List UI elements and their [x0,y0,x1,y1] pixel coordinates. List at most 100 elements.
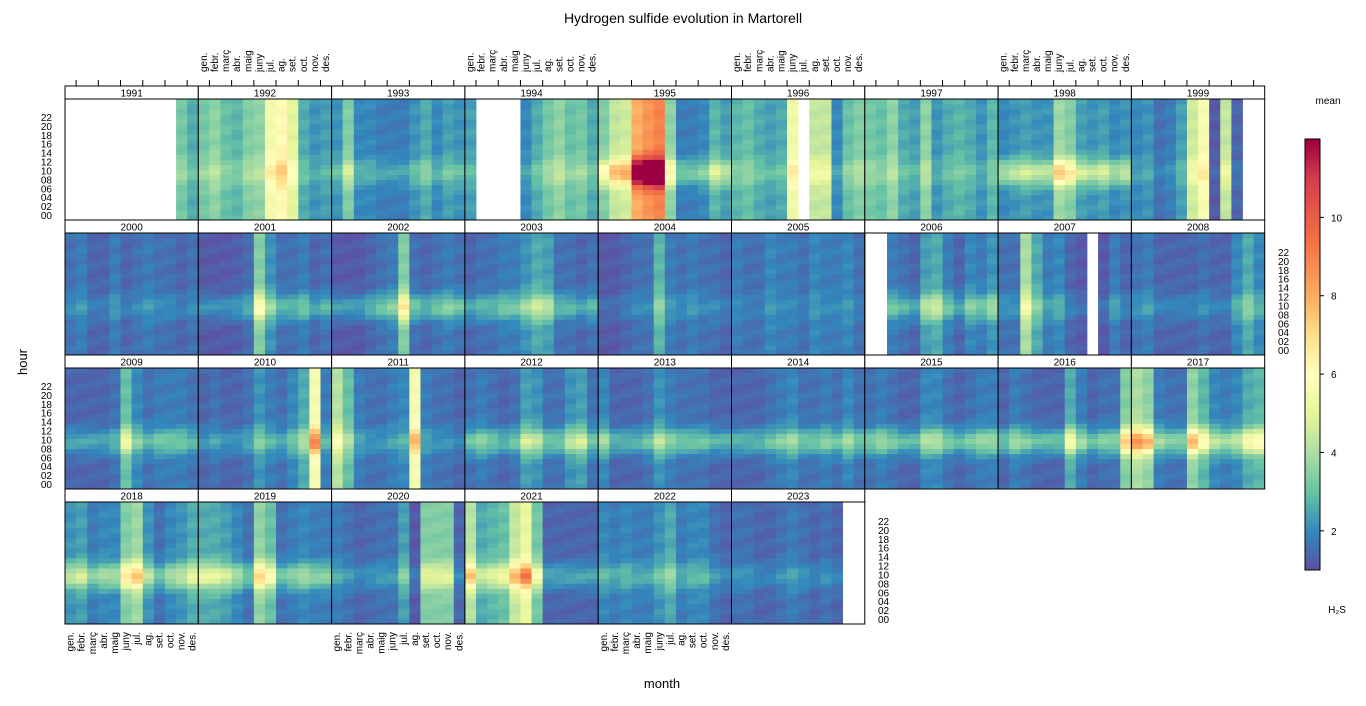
heatmap-cell [553,174,566,181]
heatmap-cell [831,288,843,295]
heatmap-cell [509,349,521,356]
heatmap-cell [1153,349,1166,356]
heatmap-cell [253,309,266,315]
heatmap-cell [998,273,1010,280]
heatmap-cell [142,388,155,394]
heatmap-cell [942,139,955,145]
heatmap-cell [1098,129,1110,135]
heatmap-cell [342,144,355,150]
heatmap-cell [153,403,166,409]
heatmap-cell [853,283,866,290]
heatmap-cell [1220,159,1232,165]
heatmap-cell [287,99,299,105]
heatmap-cell [320,199,332,206]
heatmap-cell [464,329,477,336]
heatmap-cell [931,273,943,280]
heatmap-cell [1175,288,1188,295]
heatmap-cell [1120,124,1132,130]
heatmap-cell [775,349,788,356]
heatmap-cell [87,263,99,269]
heatmap-cell [1042,134,1055,140]
heatmap-cell [331,169,344,176]
heatmap-cell [398,258,410,264]
heatmap-cell [687,199,699,206]
heatmap-cell [887,309,899,315]
heatmap-cell [520,329,532,336]
heatmap-cell [464,99,477,105]
heatmap-cell [276,334,288,341]
heatmap-cell [587,149,599,155]
heatmap-cell [942,288,955,295]
heatmap-cell [1242,339,1254,346]
heatmap-cell [553,319,566,325]
heatmap-cell [464,278,477,285]
heatmap-cell [331,263,344,269]
heatmap-cell [1131,283,1143,290]
heatmap-cell [320,248,332,254]
heatmap-cell [920,334,932,341]
heatmap-cell [787,159,799,165]
heatmap-cell [120,248,133,254]
chart-title: Hydrogen sulfide evolution in Martorell [563,10,803,26]
heatmap-cell [1186,283,1199,290]
heatmap-cell [753,134,766,140]
heatmap-cell [276,283,288,290]
heatmap-cell [1209,114,1221,120]
heatmap-cell [1186,324,1199,330]
heatmap-cell [387,278,399,285]
heatmap-cell [1042,109,1055,115]
heatmap-cell [198,299,210,305]
heatmap-cell [598,154,610,160]
heatmap-cell [564,119,577,125]
heatmap-cell [487,278,499,285]
heatmap-cell [1153,124,1166,130]
heatmap-cell [587,233,599,239]
heatmap-cell [975,263,988,269]
heatmap-cell [98,458,110,465]
heatmap-cell [609,258,621,264]
heatmap-cell [231,104,244,110]
heatmap-cell [187,134,199,140]
heatmap-cell [698,299,710,305]
heatmap-cell [453,179,466,186]
heatmap-cell [1198,124,1210,130]
heatmap-cell [287,149,299,155]
heatmap-cell [1086,184,1099,191]
heatmap-cell [609,238,621,244]
heatmap-cell [1086,104,1099,110]
heatmap-cell [631,214,644,221]
heatmap-cell [709,164,721,170]
heatmap-cell [509,263,521,269]
heatmap-cell [1009,174,1021,181]
heatmap-cell [1064,179,1077,186]
heatmap-cell [1220,339,1232,346]
heatmap-cell [1153,329,1166,336]
heatmap-cell [553,324,566,330]
heatmap-cell [831,339,843,346]
heatmap-cell [1075,104,1088,110]
heatmap-cell [1009,114,1021,120]
heatmap-cell [253,114,266,120]
heatmap-cell [753,319,766,325]
heatmap-cell [1042,253,1055,259]
heatmap-cell [798,334,810,341]
heatmap-cell [553,194,566,201]
heatmap-cell [531,344,544,351]
heatmap-cell [464,319,477,325]
heatmap-cell [220,104,233,110]
heatmap-cell [431,144,444,150]
heatmap-cell [1253,299,1266,305]
heatmap-cell [109,483,121,490]
heatmap-cell [87,383,99,389]
heatmap-cell [920,209,932,216]
heatmap-cell [809,304,821,310]
heatmap-cell [209,214,221,221]
heatmap-cell [376,139,388,145]
heatmap-cell [775,149,788,155]
heatmap-cell [142,433,155,439]
heatmap-cell [1153,258,1166,264]
heatmap-cell [720,209,732,216]
heatmap-cell [731,134,744,140]
heatmap-cell [431,319,444,325]
heatmap-cell [842,258,855,264]
